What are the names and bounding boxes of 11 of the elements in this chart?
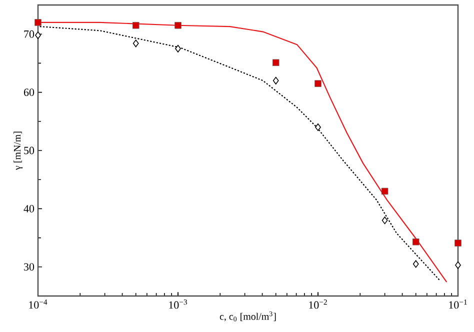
y-axis-title: γ [mN/m] [14,132,23,170]
y-tick-label: 40 [24,205,34,212]
x-tick-label: 10$^{−4}$ [29,300,48,309]
x-axis-title: c, c$_{0}$ [mol/m$^{3}$] [220,312,276,322]
y-tick-label: 60 [24,88,34,96]
y-tick-label: 30 [24,263,34,271]
y-tick-label: 70 [24,30,34,38]
x-tick-label: 10$^{−1}$ [449,300,467,309]
x-tick-label: 10$^{−3}$ [169,300,187,309]
y-tick-label: 50 [24,146,34,154]
x-tick-label: 10$^{−2}$ [309,300,327,309]
